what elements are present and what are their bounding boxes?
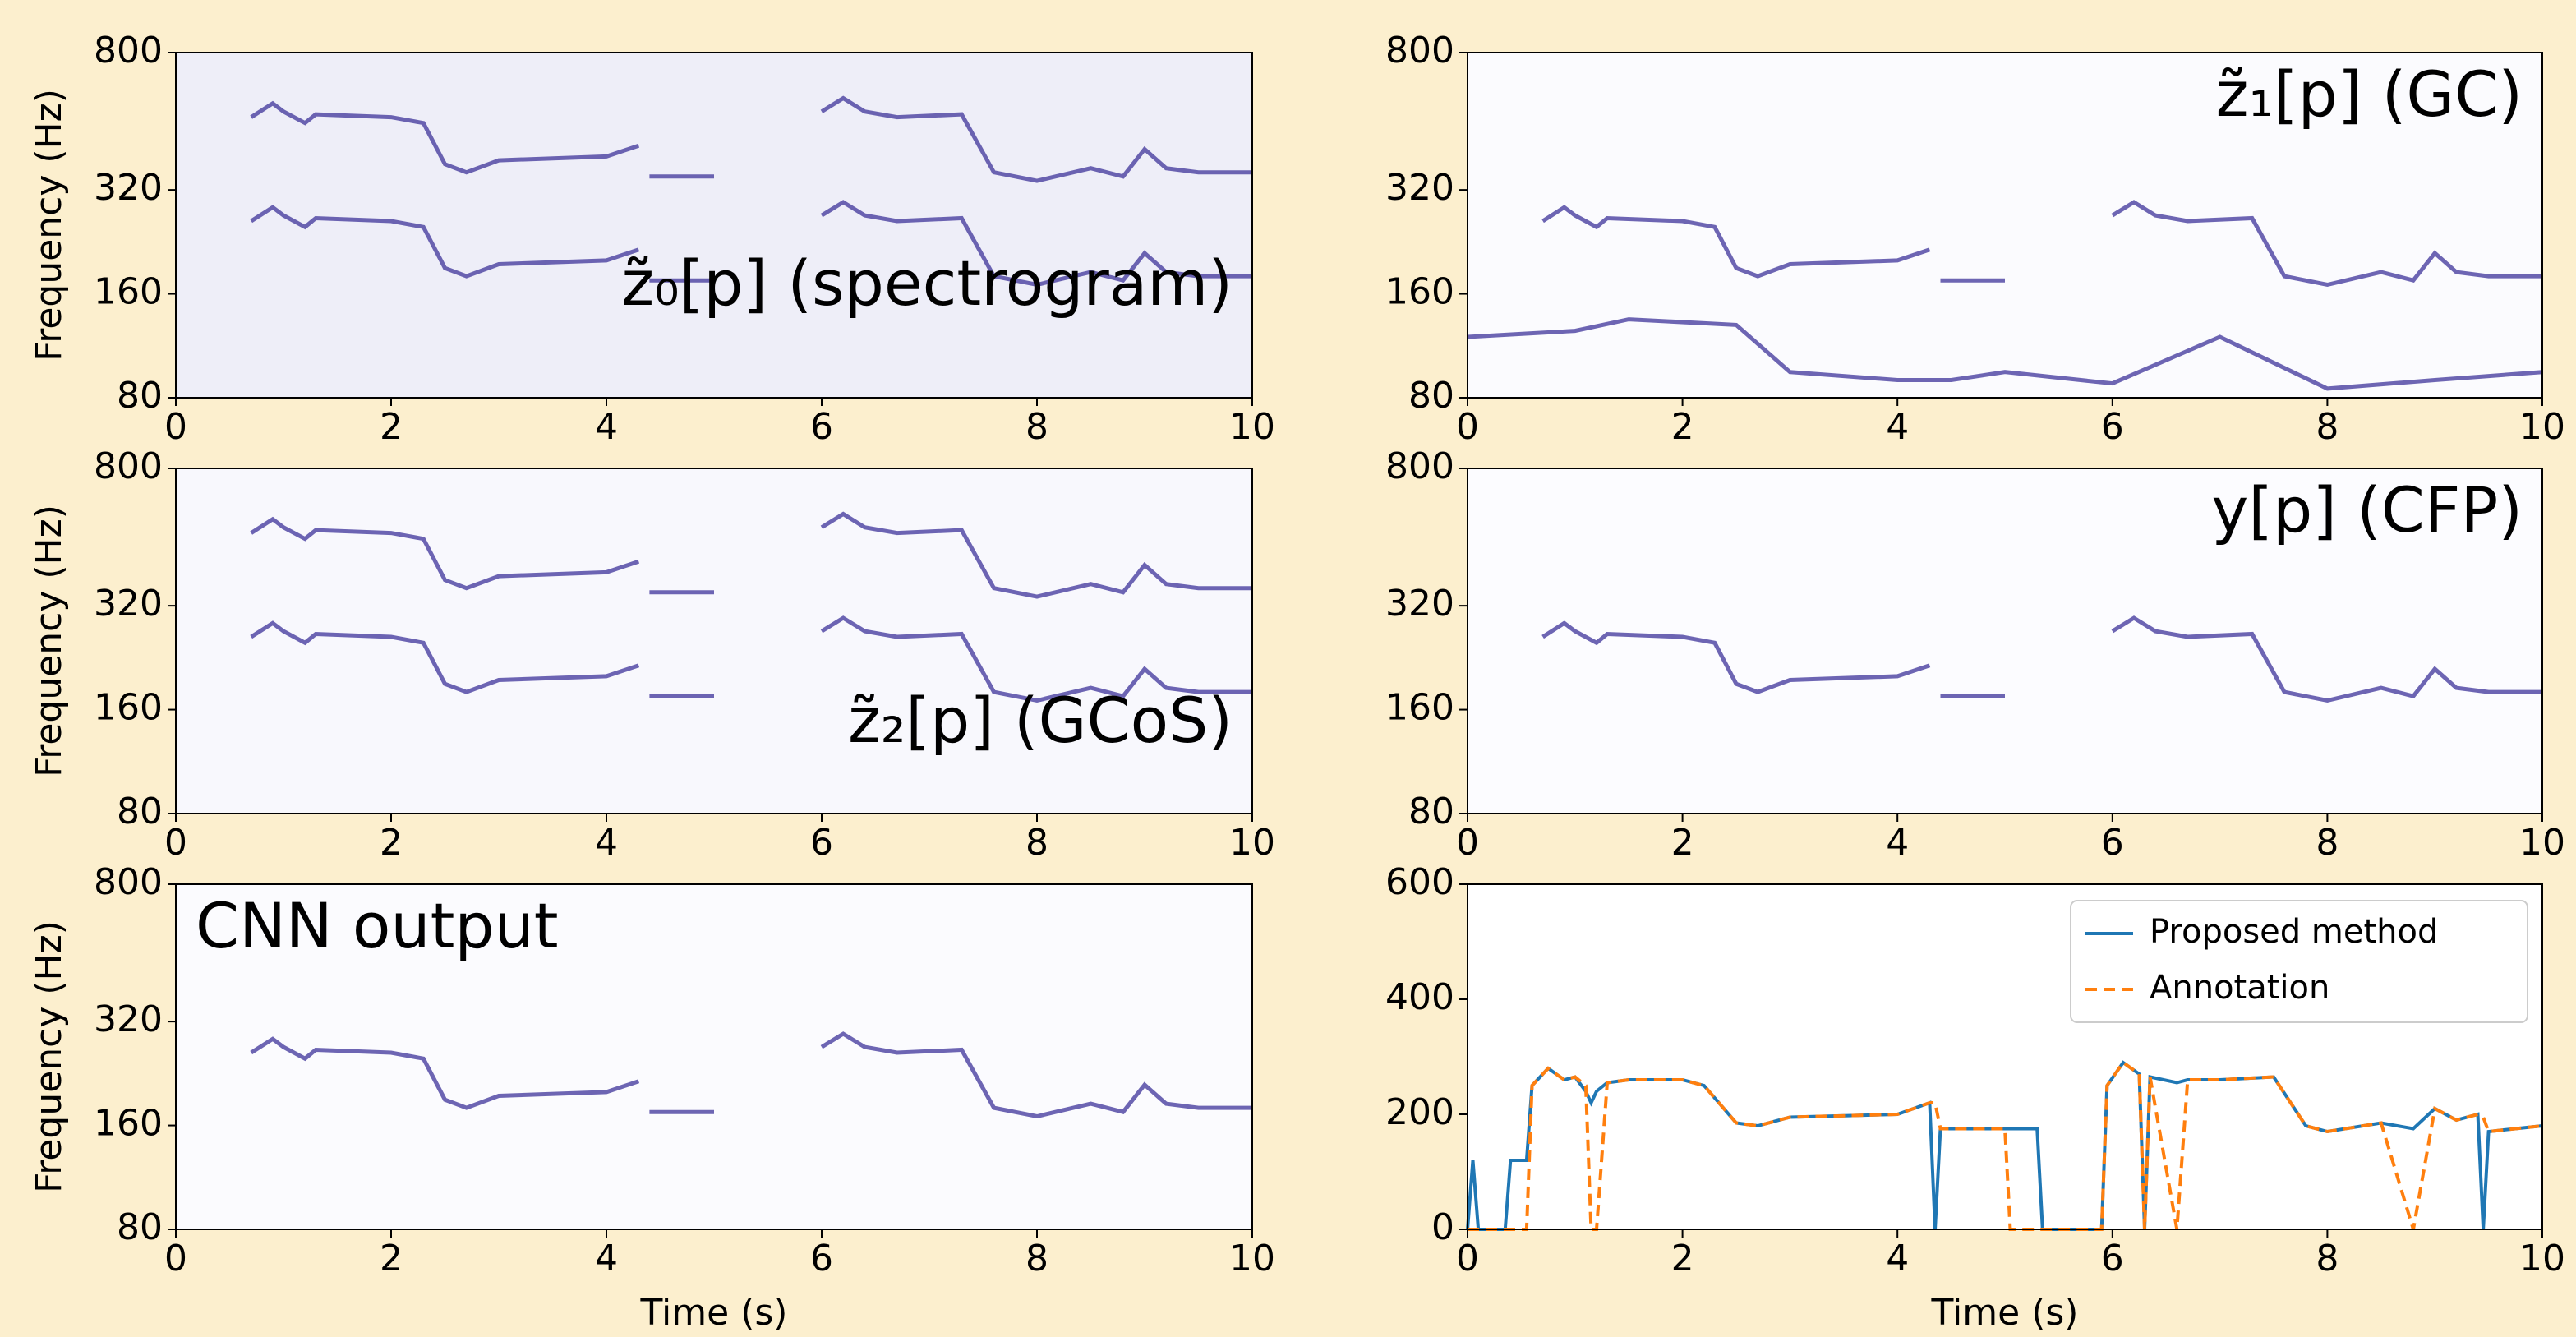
- pitch-contour: [1467, 317, 2543, 391]
- pitch-contour: [1541, 615, 2542, 703]
- x-tick-label: 4: [1886, 1238, 1909, 1279]
- x-tick-label: 8: [1025, 406, 1048, 448]
- x-tick-label: 8: [1025, 1238, 1048, 1279]
- x-tick-label: 6: [2101, 406, 2124, 448]
- x-tick-label: 10: [2519, 822, 2565, 864]
- x-tick-label: 2: [1671, 822, 1694, 864]
- x-tick-label: 8: [2316, 406, 2339, 448]
- y-tick-label: 200: [1385, 1091, 1454, 1133]
- panel-annotation: z̃₀[p] (spectrogram): [621, 247, 1233, 320]
- plot-area: [1468, 53, 2542, 398]
- y-tick-label: 160: [94, 271, 163, 313]
- y-tick-label: 600: [1385, 861, 1454, 903]
- x-tick-label: 2: [1671, 406, 1694, 448]
- y-tick-label: 80: [1408, 375, 1454, 417]
- x-axis-label: Time (s): [640, 1292, 788, 1334]
- y-tick-label: 0: [1431, 1206, 1454, 1248]
- y-tick-label: 800: [94, 445, 163, 487]
- pitch-contour: [250, 1031, 1252, 1119]
- x-tick-label: 10: [1229, 822, 1275, 864]
- pitch-contour: [250, 95, 1252, 183]
- plot-frame: [1467, 468, 2543, 814]
- x-tick-label: 10: [1229, 1238, 1275, 1279]
- x-tick-label: 6: [2101, 822, 2124, 864]
- panel-annotation: CNN output: [196, 889, 559, 962]
- pitch-contour: [250, 615, 1252, 703]
- x-axis-label: Time (s): [1931, 1292, 2079, 1334]
- x-tick-label: 6: [810, 822, 833, 864]
- y-tick-label: 320: [1385, 167, 1454, 209]
- x-tick-label: 8: [1025, 822, 1048, 864]
- x-tick-label: 4: [1886, 406, 1909, 448]
- panel-annotation: z̃₂[p] (GCoS): [848, 684, 1233, 757]
- x-tick-label: 0: [1456, 406, 1479, 448]
- y-axis-label: Frequency (Hz): [28, 505, 70, 777]
- x-tick-label: 0: [164, 1238, 187, 1279]
- y-tick-label: 160: [94, 1103, 163, 1145]
- x-tick-label: 4: [1886, 822, 1909, 864]
- y-tick-label: 800: [1385, 30, 1454, 71]
- y-tick-label: 80: [117, 791, 163, 832]
- x-tick-label: 2: [380, 822, 403, 864]
- y-tick-label: 800: [1385, 445, 1454, 487]
- pitch-contour: [1541, 200, 2542, 288]
- x-tick-label: 4: [595, 822, 618, 864]
- plot-area: [1468, 468, 2542, 814]
- x-tick-label: 8: [2316, 822, 2339, 864]
- y-tick-label: 160: [1385, 271, 1454, 313]
- pitch-contour: [250, 511, 1252, 599]
- y-axis-label: Frequency (Hz): [28, 89, 70, 362]
- y-tick-label: 160: [94, 687, 163, 729]
- y-tick-label: 800: [94, 30, 163, 71]
- y-tick-label: 320: [94, 167, 163, 209]
- x-tick-label: 2: [380, 1238, 403, 1279]
- pitch-contour: [250, 200, 1252, 288]
- plot-frame: [1467, 52, 2543, 399]
- plot-frame: [175, 883, 1253, 1230]
- panel-annotation: y[p] (CFP): [2211, 473, 2523, 546]
- x-tick-label: 6: [810, 1238, 833, 1279]
- x-tick-label: 8: [2316, 1238, 2339, 1279]
- x-tick-label: 4: [595, 1238, 618, 1279]
- y-tick-label: 80: [117, 1206, 163, 1248]
- x-tick-label: 2: [380, 406, 403, 448]
- y-tick-label: 800: [94, 861, 163, 903]
- plot-frame: [175, 52, 1253, 399]
- plot-area: [176, 468, 1252, 814]
- legend-box: [2070, 900, 2528, 1023]
- legend-label: Annotation: [2150, 969, 2329, 1007]
- y-tick-label: 320: [94, 583, 163, 625]
- plot-frame: [175, 468, 1253, 814]
- x-tick-label: 4: [595, 406, 618, 448]
- y-tick-label: 320: [94, 998, 163, 1040]
- x-tick-label: 2: [1671, 1238, 1694, 1279]
- x-tick-label: 10: [1229, 406, 1275, 448]
- y-axis-label: Frequency (Hz): [28, 920, 70, 1193]
- panel-annotation: z̃₁[p] (GC): [2216, 58, 2523, 131]
- x-tick-label: 6: [2101, 1238, 2124, 1279]
- plot-frame: [1467, 883, 2543, 1230]
- pitch-line: [1468, 1060, 2543, 1231]
- legend-label: Proposed method: [2150, 913, 2438, 951]
- x-tick-label: 10: [2519, 406, 2565, 448]
- x-tick-label: 10: [2519, 1238, 2565, 1279]
- y-tick-label: 80: [1408, 791, 1454, 832]
- x-tick-label: 0: [1456, 1238, 1479, 1279]
- x-tick-label: 0: [164, 822, 187, 864]
- x-tick-label: 0: [1456, 822, 1479, 864]
- y-tick-label: 320: [1385, 583, 1454, 625]
- plot-area: [176, 884, 1252, 1229]
- y-tick-label: 400: [1385, 976, 1454, 1018]
- plot-area: [176, 53, 1252, 398]
- y-tick-label: 80: [117, 375, 163, 417]
- x-tick-label: 6: [810, 406, 833, 448]
- y-tick-label: 160: [1385, 687, 1454, 729]
- x-tick-label: 0: [164, 406, 187, 448]
